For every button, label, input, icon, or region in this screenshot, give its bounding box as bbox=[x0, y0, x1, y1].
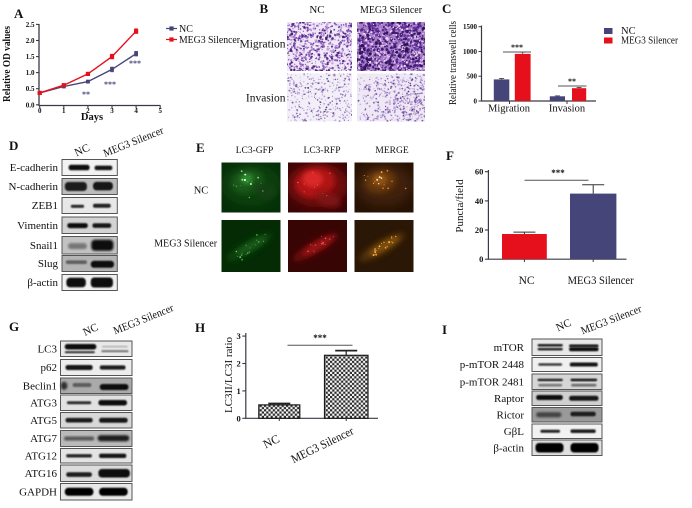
svg-text:MEG3 Silencer: MEG3 Silencer bbox=[621, 36, 678, 47]
svg-text:p-mTOR 2481: p-mTOR 2481 bbox=[460, 376, 524, 388]
svg-text:Relative transwell cells: Relative transwell cells bbox=[448, 21, 459, 105]
svg-text:1.5: 1.5 bbox=[26, 53, 35, 61]
svg-text:MEG3 Silencer: MEG3 Silencer bbox=[154, 239, 217, 250]
svg-text:MEG3 Silencer: MEG3 Silencer bbox=[360, 4, 422, 16]
svg-text:G: G bbox=[9, 319, 19, 334]
svg-text:NC: NC bbox=[81, 321, 100, 338]
svg-text:MEG3 Silencer: MEG3 Silencer bbox=[112, 302, 176, 337]
svg-text:ZEB1: ZEB1 bbox=[32, 200, 58, 212]
svg-text:β-actin: β-actin bbox=[27, 277, 58, 289]
svg-text:20: 20 bbox=[475, 225, 484, 235]
svg-text:MEG3 Silencer: MEG3 Silencer bbox=[579, 303, 643, 337]
svg-text:**: ** bbox=[568, 77, 576, 86]
svg-text:Vimentin: Vimentin bbox=[17, 220, 58, 232]
svg-text:MEG3 Silencer: MEG3 Silencer bbox=[102, 125, 166, 160]
svg-text:2.0: 2.0 bbox=[26, 37, 35, 45]
svg-text:ATG16: ATG16 bbox=[25, 468, 58, 480]
svg-text:2: 2 bbox=[86, 107, 90, 115]
svg-text:500: 500 bbox=[467, 73, 478, 81]
svg-text:Invasion: Invasion bbox=[549, 104, 586, 115]
svg-text:0: 0 bbox=[237, 413, 241, 423]
svg-text:3: 3 bbox=[110, 107, 114, 115]
svg-text:LC3-GFP: LC3-GFP bbox=[236, 146, 273, 156]
svg-text:Migration: Migration bbox=[240, 39, 286, 51]
svg-text:***: *** bbox=[313, 333, 327, 343]
svg-text:NC: NC bbox=[194, 186, 209, 197]
svg-text:D: D bbox=[9, 138, 18, 153]
svg-text:Slug: Slug bbox=[38, 258, 59, 270]
svg-text:4: 4 bbox=[134, 107, 138, 115]
svg-text:NC: NC bbox=[309, 4, 324, 16]
svg-text:ATG7: ATG7 bbox=[30, 433, 57, 445]
svg-text:Rictor: Rictor bbox=[497, 409, 525, 421]
svg-text:GAPDH: GAPDH bbox=[19, 486, 57, 498]
svg-text:0: 0 bbox=[38, 107, 42, 115]
svg-text:0.5: 0.5 bbox=[26, 85, 35, 93]
svg-text:1: 1 bbox=[62, 107, 66, 115]
svg-text:***: *** bbox=[551, 168, 565, 178]
svg-text:Relative OD values: Relative OD values bbox=[1, 25, 13, 102]
svg-text:NC: NC bbox=[261, 431, 282, 451]
svg-text:E: E bbox=[196, 140, 205, 155]
svg-text:Snail1: Snail1 bbox=[30, 240, 58, 252]
svg-text:I: I bbox=[442, 322, 447, 337]
svg-text:LC3-RFP: LC3-RFP bbox=[304, 146, 341, 156]
svg-text:1.0: 1.0 bbox=[26, 69, 35, 77]
svg-text:ATG3: ATG3 bbox=[30, 397, 57, 409]
svg-text:ATG5: ATG5 bbox=[30, 415, 57, 427]
svg-text:3: 3 bbox=[237, 331, 241, 341]
svg-text:Raptor: Raptor bbox=[494, 393, 524, 405]
svg-text:NC: NC bbox=[519, 275, 535, 287]
svg-text:***: *** bbox=[104, 80, 116, 89]
svg-text:2.5: 2.5 bbox=[26, 21, 35, 29]
svg-text:MEG3 Silencer: MEG3 Silencer bbox=[289, 424, 356, 466]
svg-text:β-actin: β-actin bbox=[493, 442, 524, 454]
svg-text:5: 5 bbox=[158, 107, 162, 115]
svg-text:MEG3 Silencer: MEG3 Silencer bbox=[179, 35, 241, 46]
svg-text:Beclin1: Beclin1 bbox=[23, 380, 57, 392]
svg-text:NC: NC bbox=[179, 24, 193, 35]
svg-text:A: A bbox=[14, 6, 24, 21]
svg-text:mTOR: mTOR bbox=[494, 342, 525, 354]
svg-text:p62: p62 bbox=[41, 362, 58, 374]
svg-text:1: 1 bbox=[237, 386, 241, 396]
svg-text:Migration: Migration bbox=[488, 104, 531, 115]
svg-text:***: *** bbox=[511, 43, 523, 52]
svg-text:40: 40 bbox=[475, 196, 484, 206]
svg-text:Invasion: Invasion bbox=[246, 92, 286, 104]
svg-text:F: F bbox=[446, 148, 454, 163]
svg-text:0: 0 bbox=[479, 254, 483, 264]
svg-text:MEG3 Silencer: MEG3 Silencer bbox=[568, 275, 634, 287]
svg-text:1500: 1500 bbox=[463, 23, 478, 31]
svg-text:LC3: LC3 bbox=[37, 343, 57, 355]
svg-text:1000: 1000 bbox=[463, 48, 478, 56]
svg-text:NC: NC bbox=[73, 142, 92, 159]
svg-text:0.0: 0.0 bbox=[26, 101, 35, 109]
svg-text:NC: NC bbox=[621, 26, 636, 37]
svg-text:0: 0 bbox=[474, 98, 478, 106]
svg-text:ATG12: ATG12 bbox=[25, 450, 57, 462]
svg-text:2: 2 bbox=[237, 359, 241, 369]
svg-text:p-mTOR 2448: p-mTOR 2448 bbox=[460, 359, 525, 371]
svg-text:60: 60 bbox=[475, 167, 484, 177]
svg-text:**: ** bbox=[82, 90, 90, 99]
svg-text:B: B bbox=[260, 1, 269, 16]
svg-text:N-cadherin: N-cadherin bbox=[9, 181, 59, 193]
svg-text:MERGE: MERGE bbox=[375, 146, 408, 156]
svg-text:E-cadherin: E-cadherin bbox=[10, 162, 59, 174]
svg-text:***: *** bbox=[129, 59, 141, 68]
svg-text:C: C bbox=[442, 1, 451, 16]
svg-text:GβL: GβL bbox=[504, 426, 525, 438]
svg-text:LC3II/LC3I ratio: LC3II/LC3I ratio bbox=[223, 336, 235, 413]
svg-text:Puncta/field: Puncta/field bbox=[454, 179, 466, 233]
svg-text:Days: Days bbox=[81, 112, 103, 123]
svg-text:NC: NC bbox=[554, 317, 573, 334]
svg-text:H: H bbox=[195, 320, 205, 335]
